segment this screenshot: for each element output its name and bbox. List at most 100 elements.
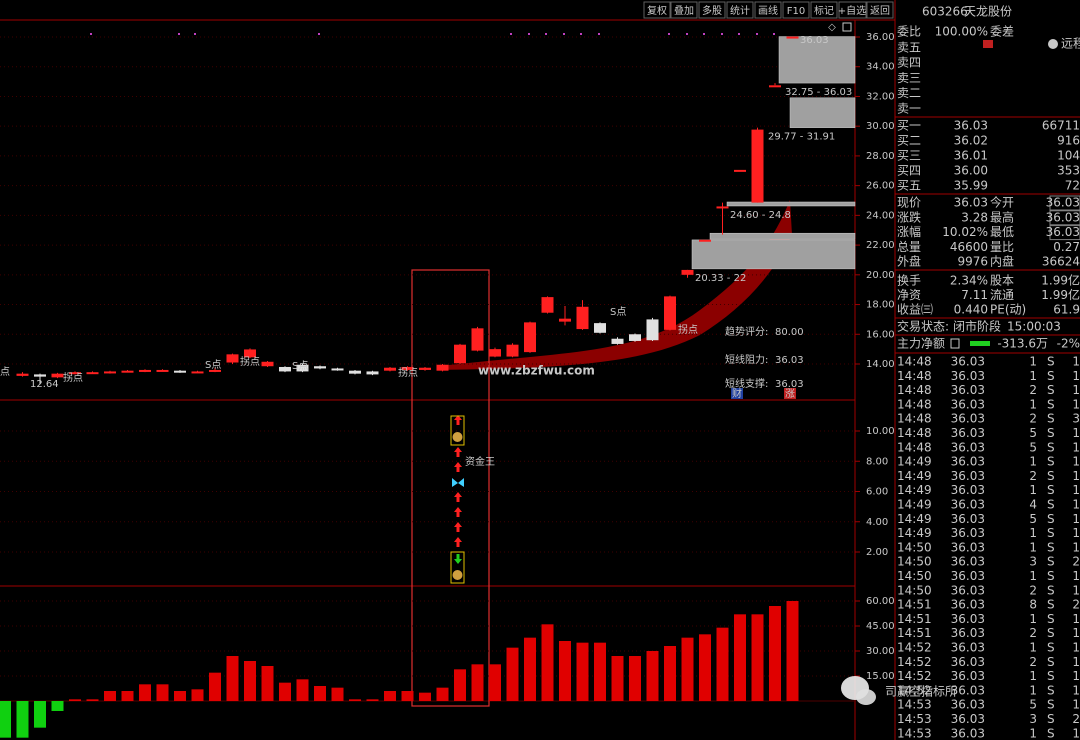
quote-text: 委比	[897, 25, 921, 39]
trade-price: 36.03	[951, 512, 985, 526]
volume-bar	[436, 687, 449, 701]
candle-body	[699, 239, 711, 242]
trade-side: S	[1047, 369, 1055, 383]
icon	[983, 40, 993, 48]
volume-bar	[524, 637, 536, 701]
trade-time: 14:49	[897, 455, 932, 469]
stat-label: PE(动)	[990, 303, 1026, 317]
trade-price: 36.03	[951, 726, 985, 740]
toolbar-button[interactable]	[670, 1, 698, 19]
toolbar-button[interactable]	[754, 1, 782, 19]
trade-side: S	[1047, 683, 1055, 697]
trade-side: S	[1047, 641, 1055, 655]
trade-price: 36.03	[951, 383, 985, 397]
candle-body	[576, 306, 589, 330]
trade-volume: 4	[1029, 498, 1037, 512]
trade-side: S	[1047, 598, 1055, 612]
volume-bar	[454, 669, 466, 701]
trade-count: 1	[1072, 669, 1080, 683]
ask-label: 卖二	[897, 86, 921, 100]
stat-value: 10.02%	[942, 225, 988, 239]
toolbar-button[interactable]	[643, 1, 671, 19]
toolbar-button[interactable]	[810, 1, 838, 19]
price-tick-label: 24.00	[866, 210, 895, 221]
candle-body	[611, 338, 624, 344]
trade-price: 36.03	[951, 626, 985, 640]
stat-value: 0.440	[954, 303, 988, 317]
marker	[773, 33, 775, 35]
toolbar-button[interactable]	[838, 1, 867, 19]
trade-price: 36.03	[951, 683, 985, 697]
volume-bar	[559, 641, 571, 701]
signal-icon	[452, 478, 464, 487]
resistance-zone	[789, 97, 856, 128]
trade-count: 1	[1072, 526, 1080, 540]
annotation: 拐点	[63, 371, 83, 384]
candle-body	[156, 369, 169, 372]
toolbar-label[interactable]: +自选	[838, 4, 866, 17]
stat-label: 流通	[990, 288, 1014, 302]
trade-volume: 1	[1029, 641, 1037, 655]
trade-time: 14:51	[897, 612, 932, 626]
toolbar-button[interactable]	[782, 1, 810, 19]
indicator-tick-label: 10.00	[866, 426, 895, 437]
volume-bar	[51, 701, 64, 711]
quote-text: 委差	[990, 25, 1014, 39]
trade-volume: 8	[1029, 598, 1037, 612]
trade-volume: 1	[1029, 726, 1037, 740]
volume-bar	[331, 687, 344, 701]
trade-time: 14:48	[897, 383, 932, 397]
stat-value: 3.28	[961, 210, 988, 224]
candle-body	[471, 328, 484, 351]
volume-bar	[786, 601, 799, 701]
trade-volume: 2	[1029, 626, 1037, 640]
bid-label: 买四	[897, 164, 921, 178]
volume-bar	[419, 692, 431, 701]
price-tick-label: 30.00	[866, 121, 895, 132]
volume-bar	[139, 684, 151, 701]
trade-count: 1	[1072, 569, 1080, 583]
toolbar-label[interactable]: 返回	[870, 5, 890, 17]
volume-bar	[594, 642, 606, 701]
toolbar-label[interactable]: F10	[787, 6, 805, 17]
trade-price: 36.03	[951, 369, 985, 383]
toolbar-label[interactable]: 标记	[814, 5, 834, 17]
toolbar-label[interactable]: 复权	[647, 4, 667, 17]
volume-bar	[576, 642, 589, 701]
candle-body	[506, 344, 519, 357]
badge	[731, 388, 743, 399]
signal-arrow	[454, 522, 462, 532]
toolbar-button[interactable]	[698, 1, 726, 19]
resistance-zone	[778, 36, 856, 84]
toolbar-label[interactable]: 多股	[702, 4, 722, 17]
trade-count: 1	[1072, 641, 1080, 655]
toolbar-button[interactable]	[866, 1, 894, 19]
bid-volume: 916	[1057, 134, 1080, 148]
remote-label[interactable]: 远程	[1061, 36, 1080, 51]
toolbar-label[interactable]: 统计	[730, 4, 750, 17]
trade-volume: 2	[1029, 583, 1037, 597]
trade-side: S	[1047, 540, 1055, 554]
toolbar-label[interactable]: 叠加	[674, 5, 694, 17]
candle-body	[121, 370, 134, 373]
trade-count: 1	[1072, 483, 1080, 497]
toolbar-button[interactable]	[726, 1, 754, 19]
candle-body	[454, 344, 466, 364]
trade-count: 1	[1072, 355, 1080, 369]
volume-bar	[314, 686, 326, 701]
trade-side: S	[1047, 426, 1055, 440]
watermark-icon	[856, 689, 876, 705]
candle-body	[209, 369, 221, 372]
trade-side: S	[1047, 655, 1055, 669]
trade-volume: 1	[1029, 483, 1037, 497]
stat-label: 最高	[990, 209, 1014, 224]
trade-price: 36.03	[951, 426, 985, 440]
trade-time: 14:53	[897, 698, 932, 712]
bid-volume: 66711	[1042, 119, 1080, 133]
zone-label: 32.75 - 36.03	[785, 87, 852, 98]
toolbar-label[interactable]: 画线	[758, 4, 778, 17]
volume-bar	[541, 624, 554, 701]
value-box	[1049, 210, 1080, 226]
annotation: 财	[732, 387, 742, 400]
